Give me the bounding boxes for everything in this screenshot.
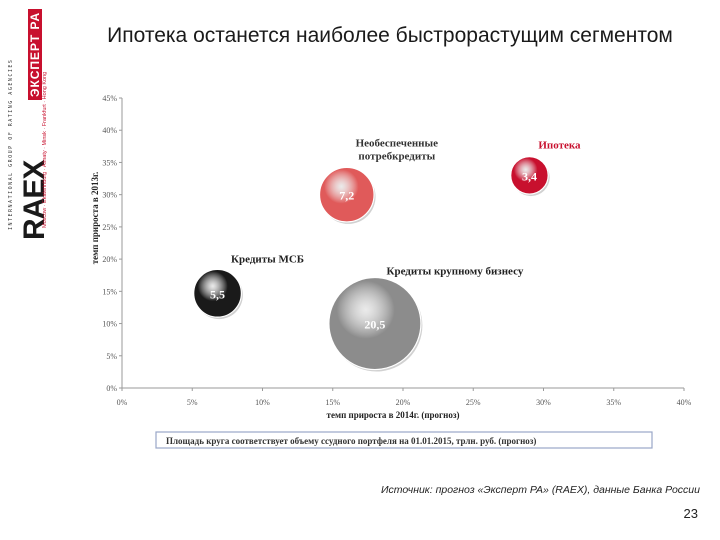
bubble-value-label: 5,5: [210, 287, 225, 301]
bubble-category-label: потребкредиты: [358, 151, 435, 163]
x-tick-label: 30%: [536, 398, 551, 407]
y-tick-label: 40%: [102, 126, 117, 135]
brand-sidebar: ЭКСПЕРТ РА RAEX INTERNATIONAL GROUP OF R…: [0, 0, 52, 540]
bubble: [328, 276, 422, 371]
x-tick-label: 0%: [117, 398, 128, 407]
x-tick-label: 20%: [396, 398, 411, 407]
bubble: [510, 155, 549, 195]
y-tick-label: 35%: [102, 158, 117, 167]
x-tick-label: 10%: [255, 398, 270, 407]
bubble-category-label: Необеспеченные: [356, 138, 438, 150]
x-tick-label: 25%: [466, 398, 481, 407]
bubble-value-label: 20,5: [364, 318, 385, 332]
y-tick-label: 0%: [106, 384, 117, 393]
bubble-category-label: Ипотека: [538, 139, 581, 151]
bubble-category-label: Кредиты МСБ: [231, 253, 304, 265]
y-tick-label: 20%: [102, 255, 117, 264]
y-tick-label: 45%: [102, 94, 117, 103]
bubble-category-label: Кредиты крупному бизнесу: [386, 266, 523, 278]
bubble-value-label: 3,4: [522, 169, 537, 183]
y-tick-label: 25%: [102, 223, 117, 232]
bubble: [318, 166, 375, 223]
y-tick-label: 15%: [102, 287, 117, 296]
page-number: 23: [683, 506, 698, 521]
bubble: [193, 268, 242, 318]
source-note: Источник: прогноз «Эксперт РА» (RAEX), д…: [381, 484, 700, 496]
y-tick-label: 30%: [102, 191, 117, 200]
x-tick-label: 15%: [325, 398, 340, 407]
x-axis-title: темп прироста в 2014г. (прогноз): [327, 410, 460, 420]
y-tick-label: 10%: [102, 320, 117, 329]
note-box: [155, 431, 653, 449]
x-tick-label: 40%: [677, 398, 692, 407]
y-axis-title: темп прироста в 2013г.: [90, 172, 100, 265]
x-tick-label: 35%: [606, 398, 621, 407]
y-tick-label: 5%: [106, 352, 117, 361]
note-text: Площадь круга соответствует объему ссудн…: [166, 436, 536, 446]
x-tick-label: 5%: [187, 398, 198, 407]
slide-title: Ипотека останется наиболее быстрорастущи…: [107, 24, 673, 47]
bubble-value-label: 7,2: [339, 189, 354, 203]
